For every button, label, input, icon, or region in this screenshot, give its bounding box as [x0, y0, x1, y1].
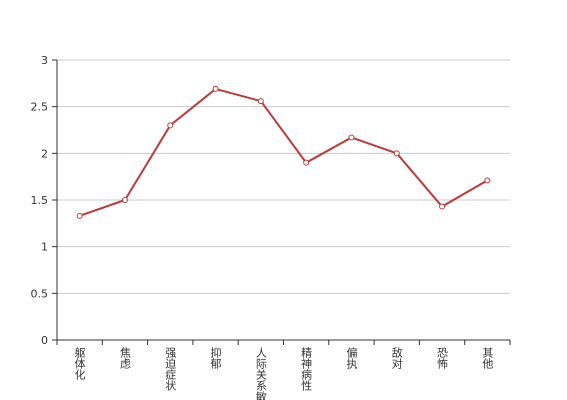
y-tick-label: 0	[41, 334, 48, 347]
point	[257, 98, 264, 105]
point	[121, 197, 128, 203]
y-tick-label: 3	[41, 54, 48, 67]
y-tick-label: 1	[41, 241, 48, 254]
x-tick-label: 偏执	[345, 346, 358, 370]
x-tick-label: 抑郁	[209, 346, 222, 369]
point	[439, 203, 446, 210]
x-tick-label: 敌对	[390, 346, 403, 369]
x-tick-label: 躯体化	[73, 347, 86, 381]
point	[212, 85, 219, 92]
y-tick-label: 2.5	[31, 101, 49, 114]
x-tick-label: 强迫症状	[164, 347, 177, 391]
point	[348, 134, 355, 141]
x-tick-label: 其他	[481, 347, 494, 369]
line	[79, 87, 488, 217]
x-tick-label: 人际关系敏感	[254, 347, 267, 400]
y-tick-label: 1.5	[31, 194, 49, 207]
point	[303, 159, 310, 166]
x-tick-label: 精神病性	[300, 347, 313, 392]
point	[393, 150, 400, 157]
point	[167, 122, 174, 129]
x-tick-label: 焦虑	[118, 347, 131, 369]
point	[484, 177, 491, 184]
y-tick-label: 0.5	[31, 287, 49, 300]
y-tick-label: 2	[41, 147, 48, 160]
x-tick-label: 恐怖	[436, 347, 449, 369]
point	[76, 212, 83, 219]
